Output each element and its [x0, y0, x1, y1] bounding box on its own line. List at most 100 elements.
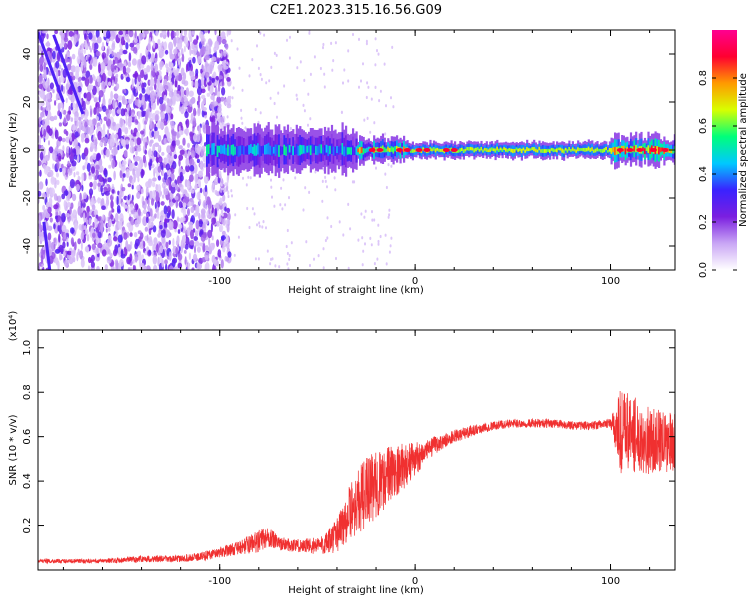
spectrogram-band-cell	[327, 145, 330, 157]
spectrogram-band-cell	[299, 144, 302, 156]
spectrogram-band-cell	[346, 147, 349, 155]
spectrogram-cell	[119, 259, 124, 267]
spectrogram-cell	[365, 42, 368, 46]
spectrogram-band-cell	[656, 146, 659, 154]
spectrogram-cell	[332, 59, 335, 63]
spectrogram-cell	[88, 175, 92, 180]
spectrogram-peak	[415, 148, 423, 152]
spectrogram-peak	[450, 148, 458, 152]
spectrogram-cell	[164, 259, 168, 265]
spectrogram-cell	[248, 225, 251, 230]
spectrogram-cell	[185, 87, 190, 97]
spectrogram-cell	[87, 265, 91, 270]
spectrogram-band-cell	[512, 149, 515, 154]
spectrogram-cell	[273, 204, 276, 208]
spectrogram-cell	[202, 200, 207, 209]
spectrogram-cell	[96, 36, 102, 44]
spectrogram-cell	[200, 68, 203, 74]
spectrogram-band-cell	[432, 147, 436, 151]
spectrogram-cell	[196, 246, 201, 253]
spectrogram-peak	[661, 148, 669, 152]
spectrogram-cell	[379, 89, 382, 93]
spectrogram-cell	[79, 192, 82, 203]
spectrogram-cell	[162, 170, 165, 176]
spectrogram-band-cell	[526, 147, 529, 152]
spectrogram-cell	[125, 116, 128, 126]
spectrogram-cell	[42, 119, 45, 126]
spectrogram-cell	[177, 262, 183, 269]
spectrogram-x-tick-label: -100	[208, 276, 231, 287]
spectrogram-cell	[60, 163, 64, 169]
spectrogram-band-cell	[234, 146, 237, 155]
spectrogram-cell	[142, 154, 146, 164]
spectrogram-cell	[144, 149, 147, 155]
spectrogram-cell	[74, 138, 79, 149]
spectrogram-cell	[171, 131, 176, 141]
spectrogram-cell	[99, 165, 104, 172]
spectrogram-band-cell	[360, 146, 363, 153]
spectrogram-cell	[388, 208, 391, 212]
spectrogram-cell	[139, 232, 144, 240]
spectrogram-cell	[302, 103, 305, 107]
spectrogram-cell	[51, 241, 55, 252]
spectrogram-cell	[145, 181, 151, 189]
spectrogram-band-cell	[577, 147, 580, 152]
spectrogram-cell	[115, 260, 119, 270]
spectrogram-cell	[309, 263, 311, 268]
spectrogram-cell	[254, 257, 257, 261]
spectrogram-cell	[309, 72, 312, 76]
spectrogram-cell	[159, 215, 164, 222]
spectrogram-cell	[261, 225, 264, 229]
spectrogram-cell	[131, 78, 134, 89]
spectrogram-band-cell	[659, 147, 662, 153]
spectrogram-cell	[142, 32, 146, 38]
spectrogram-cell	[384, 172, 387, 176]
spectrogram-cell	[81, 172, 85, 182]
spectrogram-cell	[152, 244, 156, 252]
spectrogram-cell	[161, 259, 164, 268]
spectrogram-cell	[48, 128, 53, 137]
spectrogram-cell	[111, 183, 115, 190]
spectrogram-cell	[140, 69, 145, 79]
spectrogram-cell	[349, 227, 352, 231]
spectrogram-cell	[165, 178, 170, 186]
spectrogram-cell	[219, 53, 222, 57]
spectrogram-cell	[86, 111, 89, 117]
spectrogram-cell	[94, 247, 100, 255]
spectrogram-cell	[245, 183, 248, 187]
spectrogram-band-cell	[383, 147, 386, 153]
spectrogram-cell	[195, 219, 200, 230]
spectrogram-cell	[40, 111, 45, 118]
spectrogram-cell	[106, 48, 109, 57]
spectrogram-band-cell	[253, 144, 256, 156]
spectrogram-cell	[219, 224, 224, 233]
spectrogram-band-cell	[258, 145, 261, 157]
spectrogram-band-cell	[564, 147, 567, 151]
spectrogram-cell	[206, 92, 211, 97]
spectrogram-cell	[74, 241, 77, 251]
spectrogram-cell	[174, 266, 179, 270]
spectrogram-band-cell	[251, 146, 254, 154]
spectrogram-band-cell	[228, 146, 232, 156]
spectrogram-cell	[38, 135, 42, 145]
spectrogram-cell	[106, 65, 111, 71]
spectrogram-cell	[168, 265, 174, 270]
spectrogram-cell	[223, 189, 226, 193]
colorbar-tick-label: 0.4	[698, 166, 709, 182]
spectrogram-cell	[148, 86, 154, 91]
spectrogram-cell	[200, 208, 206, 216]
spectrogram-cell	[277, 91, 280, 95]
spectrogram-cell	[387, 163, 390, 167]
spectrogram-cell	[88, 76, 94, 84]
spectrogram-cell	[143, 265, 147, 270]
spectrogram-band-cell	[267, 142, 270, 155]
spectrogram-cell	[48, 197, 53, 207]
spectrogram-cell	[115, 83, 120, 90]
spectrogram-cell	[180, 106, 185, 115]
spectrogram-cell	[183, 36, 188, 45]
spectrogram-cell	[71, 239, 74, 247]
spectrogram-cell	[258, 221, 261, 225]
spectrogram-cell	[112, 59, 116, 65]
spectrogram-cell	[330, 224, 333, 229]
